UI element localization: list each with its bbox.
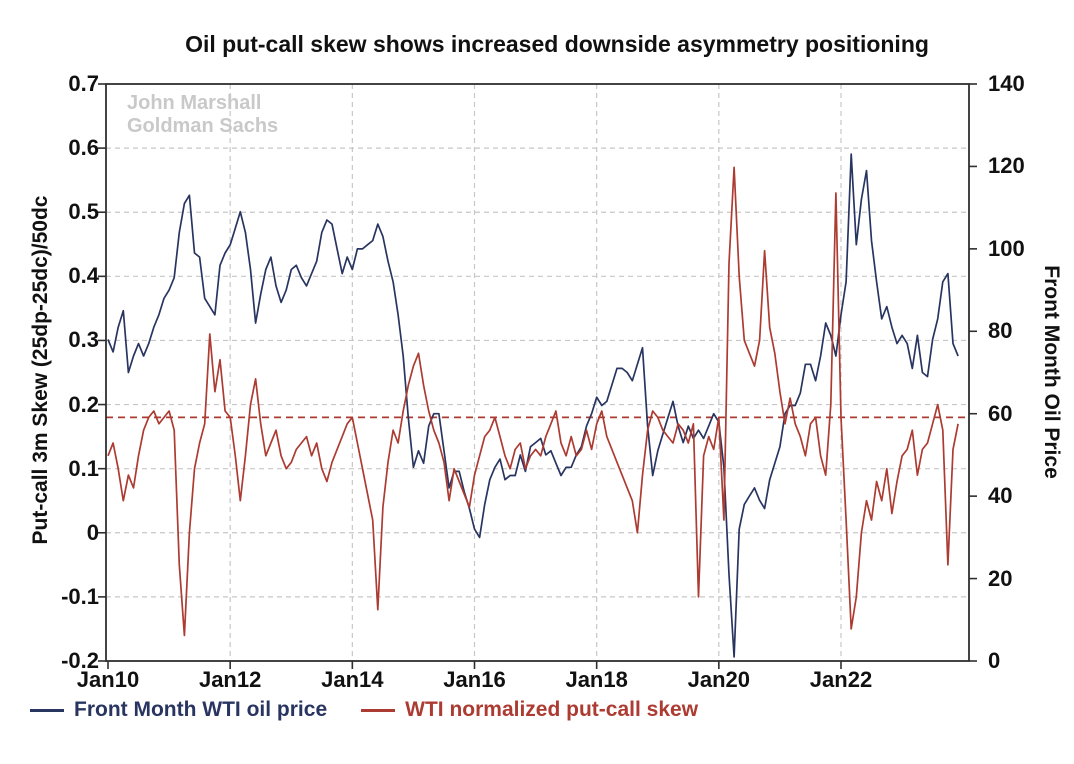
legend-label-wti-price: Front Month WTI oil price <box>74 698 328 721</box>
left-axis-tick-label: 0.6 <box>68 135 99 161</box>
watermark-line-1: John Marshall <box>127 92 262 114</box>
x-axis-tick-label: Jan20 <box>687 667 751 692</box>
left-axis-tick-label: 0 <box>86 519 99 545</box>
left-axis-tick-label: 0.5 <box>68 199 99 225</box>
left-axis-tick-label: 0.1 <box>68 455 99 481</box>
left-axis-tick-label: 0.4 <box>68 263 99 289</box>
left-axis-tick-label: -0.2 <box>61 648 99 673</box>
left-axis-tick-label: 0.7 <box>68 71 99 96</box>
x-axis-tick-label: Jan22 <box>809 667 873 692</box>
left-axis-tick-label: 0.3 <box>68 327 99 353</box>
right-axis-tick-label: 20 <box>988 565 1013 591</box>
right-axis-tick-label: 80 <box>988 318 1013 344</box>
x-axis-tick-label: Jan16 <box>443 667 506 692</box>
skew-line-swatch <box>361 708 396 712</box>
legend-item-skew: WTI normalized put-call skew <box>361 698 698 722</box>
series-line-skew <box>107 166 959 637</box>
watermark-line-2: Goldman Sachs <box>127 115 279 137</box>
right-axis-tick-label: 40 <box>988 483 1013 509</box>
right-axis-tick-label: 0 <box>988 648 1001 673</box>
x-axis-tick-label: Jan14 <box>321 667 384 692</box>
left-axis-tick-label: 0.2 <box>68 391 99 417</box>
left-axis-title: Put-call 3m Skew (25dp-25dc)/50dc <box>29 195 52 545</box>
right-axis-tick-label: 140 <box>988 71 1025 96</box>
series-line-wti-price <box>107 153 959 658</box>
left-axis-tick-label: -0.1 <box>61 583 99 609</box>
legend: Front Month WTI oil price WTI normalized… <box>30 698 698 722</box>
right-axis-title: Front Month Oil Price <box>1040 265 1063 479</box>
chart-title: Oil put-call skew shows increased downsi… <box>185 31 929 57</box>
wti-price-line-swatch <box>30 708 64 712</box>
plot-frame <box>105 83 970 662</box>
legend-label-skew: WTI normalized put-call skew <box>405 698 699 721</box>
legend-item-wti-price: Front Month WTI oil price <box>30 698 327 722</box>
x-axis-tick-label: Jan18 <box>565 667 628 692</box>
x-axis-tick-label: Jan10 <box>76 667 140 692</box>
watermark: John Marshall Goldman Sachs <box>127 92 278 138</box>
right-axis-tick-label: 100 <box>988 235 1025 261</box>
x-axis-tick-label: Jan12 <box>198 667 262 692</box>
right-axis-tick-label: 60 <box>988 400 1013 426</box>
right-axis-tick-label: 120 <box>988 153 1025 179</box>
